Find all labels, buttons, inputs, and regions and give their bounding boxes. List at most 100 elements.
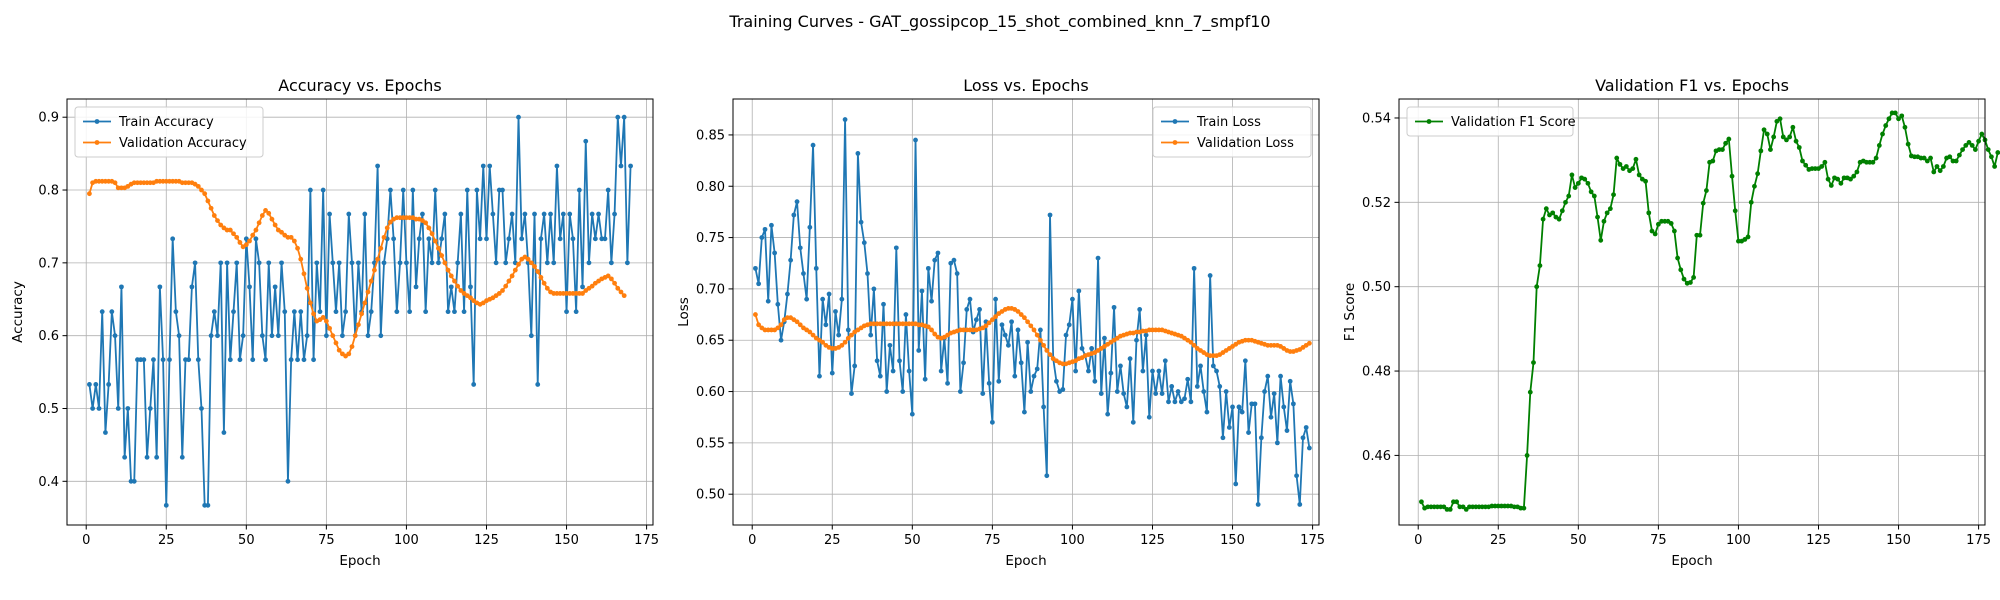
loss-series-0-point: [993, 296, 998, 302]
loss-series-0-point: [951, 257, 957, 263]
accuracy-series-0-point: [436, 260, 441, 266]
accuracy-series-0-point: [602, 236, 608, 242]
accuracy-series-0-point: [580, 284, 585, 290]
accuracy-series-0-point: [259, 333, 265, 339]
accuracy-series-1-point: [375, 256, 381, 262]
accuracy-series-1-point: [349, 344, 355, 349]
f1-series-0-point: [1873, 155, 1879, 161]
loss-series-0-point: [1255, 502, 1261, 507]
loss-series-0-point: [785, 291, 790, 297]
loss-series-0-point: [868, 332, 874, 338]
accuracy-series-0-point: [621, 114, 627, 120]
f1-series-0-point: [1892, 110, 1898, 116]
accuracy-series-0-point: [480, 163, 486, 169]
loss-series-1-point: [775, 325, 781, 331]
f1-series-0-point: [1681, 276, 1687, 282]
f1-series-0-point: [1940, 164, 1946, 169]
accuracy-series-0-point: [151, 357, 156, 363]
accuracy-series-0-point: [298, 309, 304, 315]
f1-x-axis-label: Epoch: [1671, 553, 1712, 569]
accuracy-series-1-point: [330, 333, 336, 339]
accuracy-series-0-point: [586, 260, 592, 266]
loss-series-1-point: [1038, 337, 1043, 343]
loss-series-0-point: [1258, 435, 1264, 441]
accuracy-series-0-point: [624, 260, 630, 266]
loss-series-0-point: [961, 360, 966, 366]
loss-series-0-point: [903, 312, 909, 317]
f1-series-0-point: [1985, 147, 1991, 153]
accuracy-series-0-point: [464, 187, 470, 193]
accuracy-series-0-point: [365, 333, 371, 339]
accuracy-series-1-point: [378, 245, 384, 251]
loss-series-1-point: [1018, 312, 1024, 317]
accuracy-series-0-point: [211, 309, 217, 315]
accuracy-series-0-point: [199, 406, 204, 411]
f1-axes-frame: [1398, 98, 1986, 526]
accuracy-series-1-point: [243, 242, 249, 248]
f1-series-0-point: [1697, 232, 1703, 238]
loss-y-tick-label: 0.70: [696, 282, 725, 297]
f1-series-0-point: [1617, 161, 1623, 167]
accuracy-series-0-point: [285, 478, 291, 484]
accuracy-series-0-point: [400, 187, 406, 193]
accuracy-series-0-point: [96, 406, 102, 411]
accuracy-series-1-point: [298, 256, 304, 262]
f1-series-0-point: [1921, 155, 1927, 161]
accuracy-legend-box: [74, 106, 264, 158]
accuracy-series-0-point: [589, 211, 595, 217]
f1-series-0-point: [1607, 206, 1613, 212]
loss-series-0-point: [1114, 389, 1120, 394]
accuracy-series-0-point: [445, 309, 451, 315]
loss-series-0-point: [1281, 404, 1287, 410]
loss-series-0-point: [1278, 373, 1283, 379]
loss-series-0-point: [1025, 339, 1030, 345]
f1-series-0-point: [1636, 172, 1642, 178]
loss-series-0-point: [756, 281, 762, 287]
accuracy-series-0-point: [349, 260, 355, 266]
loss-series-0-point: [1242, 358, 1248, 364]
accuracy-series-0-point: [160, 357, 166, 363]
accuracy-series-0-point: [535, 382, 541, 387]
f1-x-tick-label: 75: [1650, 533, 1667, 548]
f1-series-0-point: [1655, 221, 1661, 227]
accuracy-series-0-point: [378, 333, 384, 339]
loss-series-0-point: [801, 271, 806, 276]
accuracy-series-0-point: [567, 211, 573, 217]
f1-series-0-point: [1688, 280, 1693, 285]
f1-series-0-point: [1527, 389, 1533, 395]
loss-y-tick-label: 0.50: [696, 488, 725, 503]
loss-series-1-point: [807, 329, 813, 335]
loss-series-0-point: [1262, 389, 1267, 394]
accuracy-series-0-point: [416, 236, 422, 242]
accuracy-series-0-point: [532, 211, 537, 217]
accuracy-series-0-point: [461, 309, 467, 315]
f1-x-tick-label: 125: [1806, 533, 1831, 548]
loss-series-1-point: [925, 324, 931, 330]
f1-series-0-point: [1924, 158, 1930, 164]
accuracy-series-0-point: [288, 357, 294, 363]
accuracy-series-0-point: [192, 260, 198, 266]
loss-series-1-point: [1028, 323, 1034, 329]
accuracy-series-1-point: [234, 234, 240, 240]
loss-legend: Train Loss Validation Loss: [1152, 106, 1312, 158]
accuracy-series-1-point: [589, 283, 595, 289]
loss-series-0-point: [826, 291, 832, 297]
loss-series-0-point: [813, 265, 819, 271]
loss-series-0-point: [916, 348, 922, 353]
loss-x-tick-label: 50: [904, 533, 921, 548]
accuracy-series-0-point: [551, 260, 557, 266]
accuracy-series-0-point: [330, 260, 336, 266]
accuracy-series-0-point: [471, 382, 477, 387]
loss-series-0-point: [1271, 391, 1277, 397]
loss-series-0-point: [1153, 391, 1159, 397]
accuracy-series-0-point: [320, 187, 326, 193]
loss-series-0-point: [1217, 384, 1223, 389]
loss-y-axis-label: Loss: [676, 297, 692, 327]
f1-series-0-point: [1601, 218, 1607, 224]
accuracy-series-0-point: [253, 236, 259, 242]
f1-series-0-point: [1668, 221, 1674, 226]
loss-series-0-point: [820, 296, 826, 302]
f1-series-0-point: [1611, 192, 1616, 198]
loss-series-0-point: [1146, 414, 1152, 420]
f1-legend-label-0: Validation F1 Score: [1451, 115, 1576, 130]
